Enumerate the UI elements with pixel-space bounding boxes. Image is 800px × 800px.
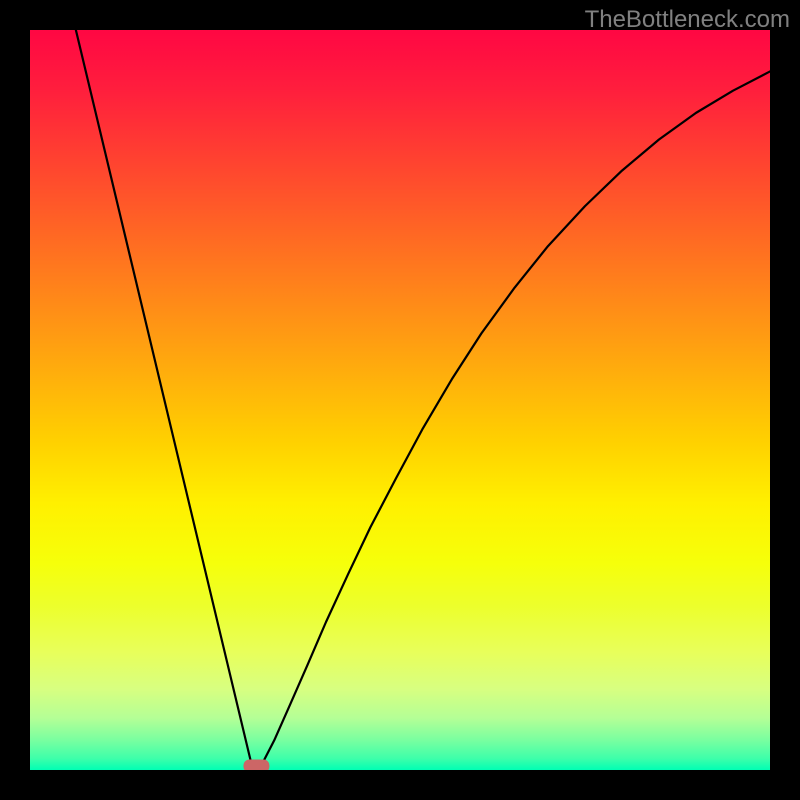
chart-background xyxy=(30,30,770,770)
bottleneck-marker xyxy=(243,760,269,770)
bottleneck-chart xyxy=(30,30,770,770)
